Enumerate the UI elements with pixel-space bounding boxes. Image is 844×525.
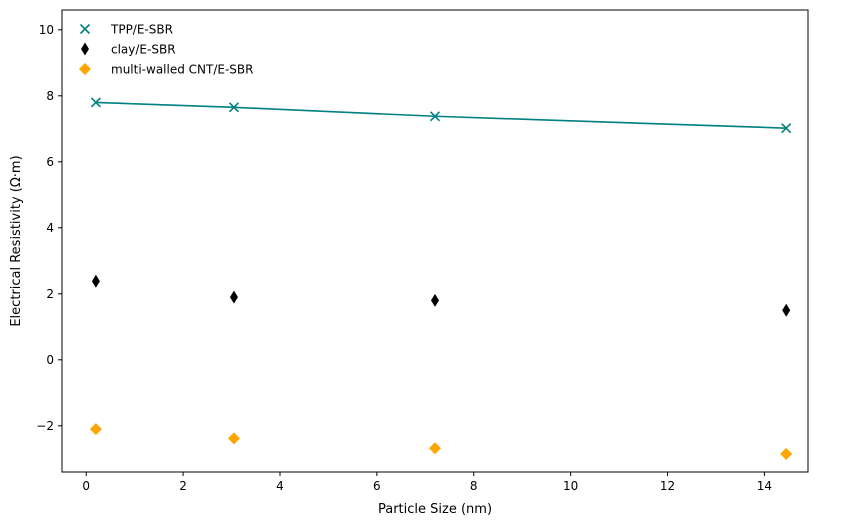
- legend-label: TPP/E-SBR: [110, 23, 173, 37]
- data-point: [91, 274, 100, 288]
- y-tick-label: 2: [46, 287, 54, 301]
- data-point: [781, 123, 792, 134]
- y-tick-label: 4: [46, 221, 54, 235]
- x-tick-label: 2: [179, 479, 187, 493]
- data-point: [431, 293, 439, 307]
- x-axis-label: Particle Size (nm): [378, 502, 492, 517]
- series-line-0: [95, 101, 787, 129]
- data-point: [89, 423, 102, 436]
- data-point: [228, 102, 240, 113]
- y-tick-label: 0: [46, 353, 54, 367]
- y-tick-label: 6: [46, 155, 54, 169]
- data-point: [429, 442, 441, 455]
- data-point: [782, 303, 791, 317]
- x-tick-label: 14: [757, 479, 772, 493]
- x-tick-label: 6: [373, 479, 381, 493]
- legend-marker: [81, 42, 89, 56]
- x-tick-label: 12: [660, 479, 675, 493]
- x-tick-label: 10: [563, 479, 578, 493]
- legend-marker: [79, 23, 91, 35]
- y-tick-label: 8: [46, 89, 54, 103]
- marks-layer: [89, 97, 793, 460]
- legend-marker: [79, 63, 91, 75]
- x-tick-label: 8: [470, 479, 478, 493]
- data-point: [229, 290, 238, 304]
- y-axis-label: Electrical Resistivity (Ω·m): [9, 155, 24, 326]
- y-tick-label: −2: [36, 419, 54, 433]
- axes-layer: 0 2 4 6 8 10 12 14 −2 0 2 4 6 8 10: [36, 23, 772, 493]
- y-tick-label: 10: [39, 23, 54, 37]
- data-point: [90, 97, 101, 108]
- x-tick-label: 4: [276, 479, 284, 493]
- legend-label: clay/E-SBR: [111, 43, 176, 57]
- data-point: [429, 111, 441, 122]
- legend: TPP/E-SBR clay/E-SBR multi-walled CNT/E-SB…: [79, 23, 253, 77]
- plot-area: [62, 10, 808, 472]
- plot-frame: [61, 9, 809, 473]
- x-tick-label: 0: [82, 479, 90, 493]
- data-point: [780, 447, 793, 460]
- legend-label: multi-walled CNT/E-SBR: [111, 63, 253, 77]
- data-point: [227, 432, 240, 445]
